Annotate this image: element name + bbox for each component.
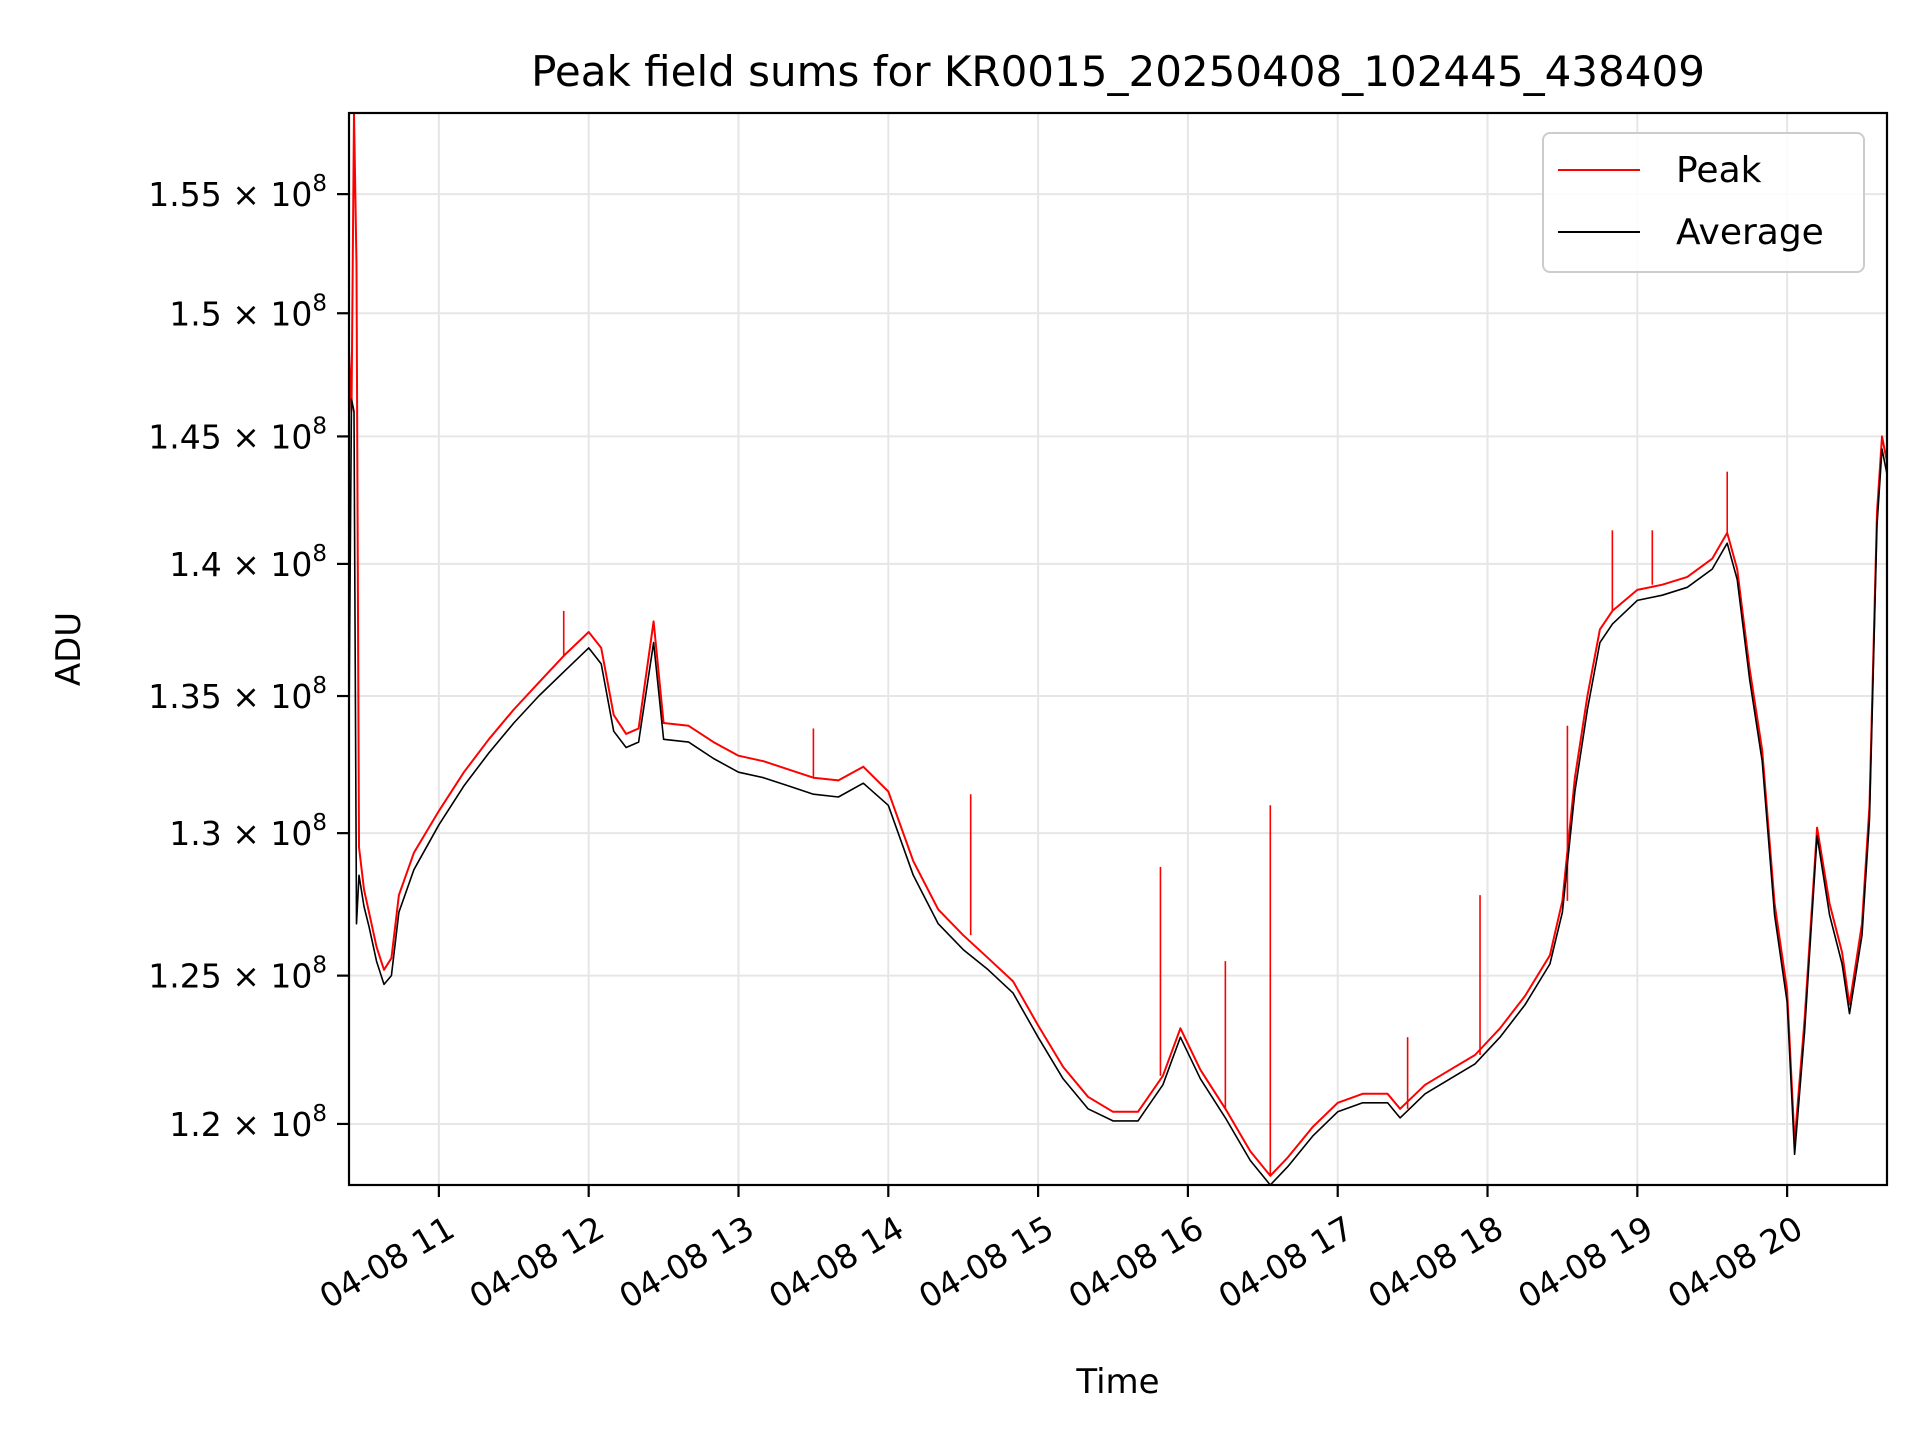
y-tick-label: 1.2 × 108 (169, 1101, 327, 1144)
x-tick-label: 04-08 16 (1062, 1208, 1210, 1316)
y-axis-label: ADU (49, 612, 89, 686)
y-tick-label: 1.55 × 108 (148, 171, 327, 214)
x-tick-label: 04-08 19 (1511, 1208, 1659, 1316)
x-axis-label: Time (1075, 1362, 1159, 1402)
series-line-peak (349, 113, 1887, 1177)
x-tick-label: 04-08 12 (463, 1208, 611, 1316)
x-tick-label: 04-08 18 (1362, 1208, 1510, 1316)
gridlines (349, 113, 1887, 1185)
x-tick-label: 04-08 14 (762, 1208, 910, 1316)
x-tick-label: 04-08 11 (313, 1208, 461, 1316)
x-axis: 04-08 11 04-08 12 04-08 13 04-08 14 04-08 15… (313, 1185, 1809, 1316)
x-tick-label: 04-08 15 (912, 1208, 1060, 1316)
y-tick-label: 1.25 × 108 (148, 953, 327, 996)
x-tick-label: 04-08 13 (612, 1208, 760, 1316)
series-line-average (349, 398, 1887, 1185)
x-tick-label: 04-08 17 (1212, 1208, 1360, 1316)
y-tick-label: 1.5 × 108 (169, 290, 327, 333)
chart-title: Peak field sums for KR0015_20250408_1024… (531, 47, 1705, 96)
legend-peak-label: Peak (1676, 150, 1762, 191)
x-tick-label: 04-08 20 (1661, 1208, 1809, 1316)
y-tick-label: 1.3 × 108 (169, 810, 327, 853)
y-tick-label: 1.35 × 108 (148, 673, 327, 716)
y-tick-label: 1.4 × 108 (169, 541, 327, 584)
legend-frame (1542, 132, 1865, 273)
plot-area (349, 113, 1887, 1185)
y-tick-label: 1.45 × 108 (148, 413, 327, 456)
legend: Peak Average (1542, 132, 1865, 273)
legend-average-label: Average (1676, 212, 1824, 253)
plot-frame (347, 111, 1889, 1187)
y-axis: 1.2 × 108 1.25 × 108 1.3 × 108 1.35 × 108 1.… (148, 171, 349, 1144)
